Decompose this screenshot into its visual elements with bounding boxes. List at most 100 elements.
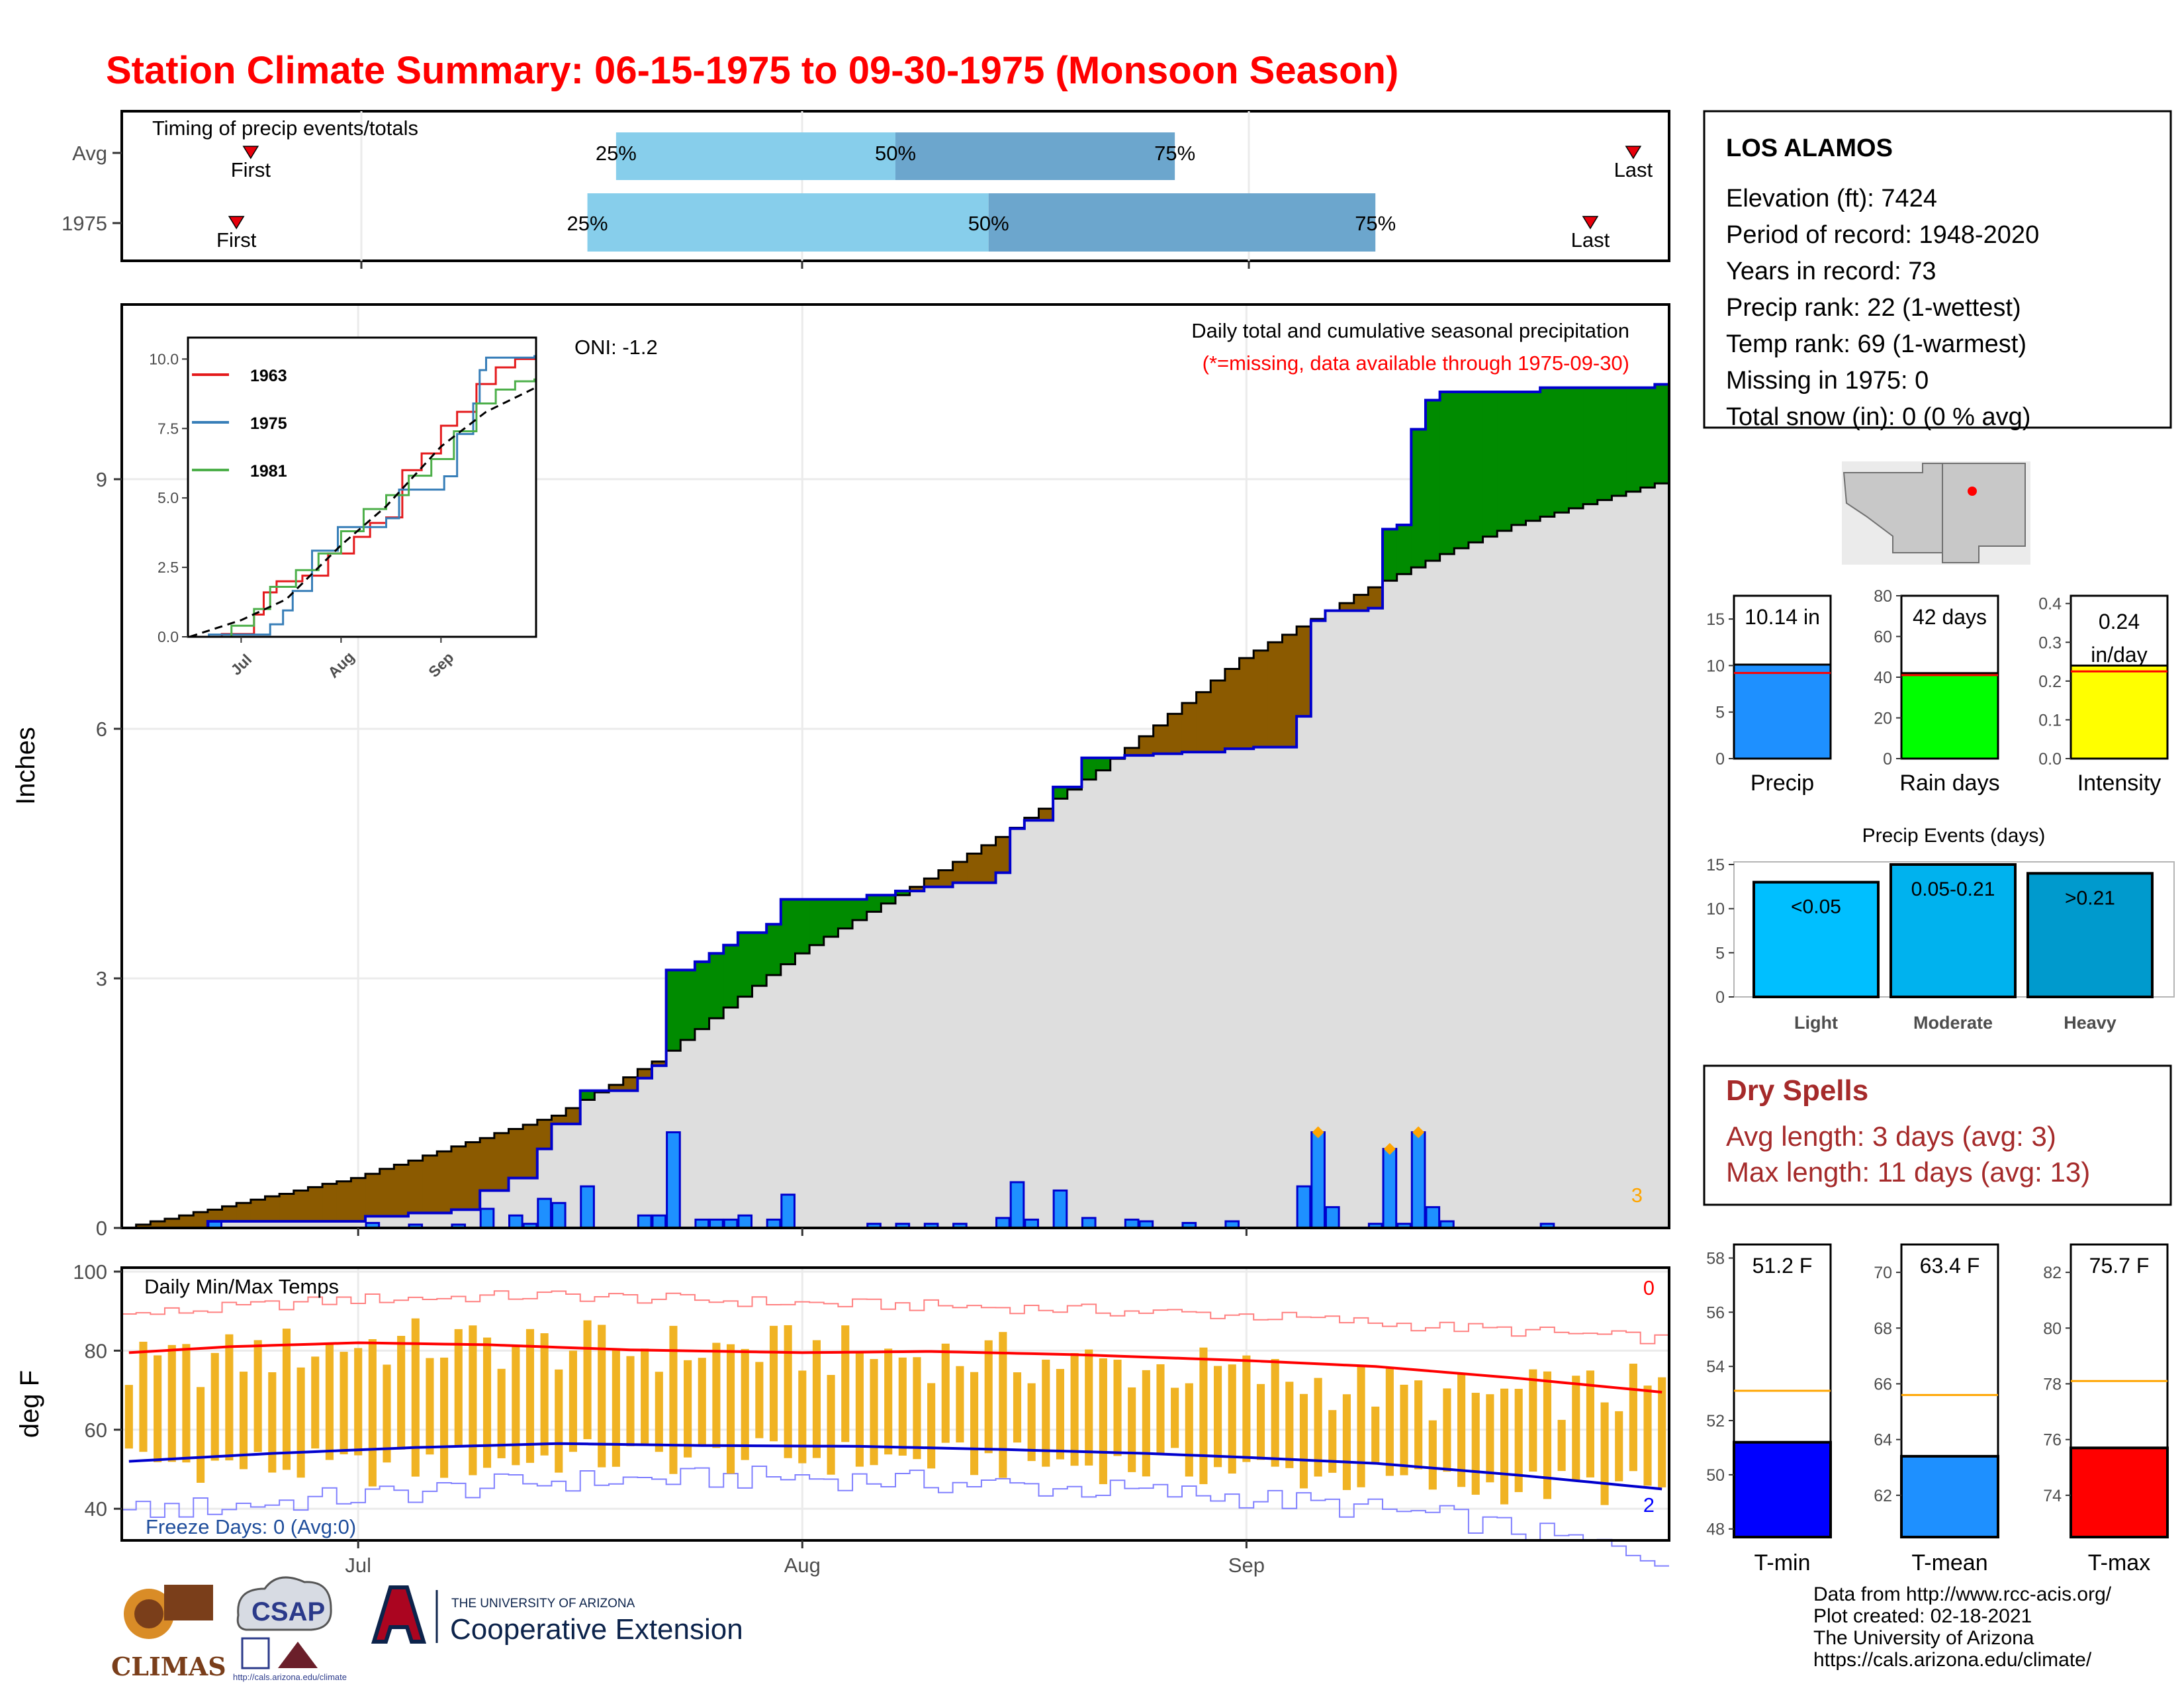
daily-temp-range-bar: [1586, 1370, 1594, 1477]
daily-temp-range-bar: [870, 1359, 878, 1466]
daily-temp-range-bar: [426, 1358, 434, 1455]
daily-temp-range-bar: [1600, 1402, 1609, 1505]
daily-precip-bar: [508, 1214, 523, 1229]
deficit-fill: [981, 845, 997, 883]
surplus-fill: [723, 945, 739, 1008]
deficit-fill: [480, 1138, 495, 1191]
deficit-fill: [1353, 594, 1369, 611]
temp-plot: [122, 1290, 1669, 1567]
summary-ytick-label: 40: [1874, 669, 1892, 687]
daily-temp-range-bar: [970, 1372, 979, 1476]
surplus-fill: [852, 899, 868, 920]
daily-temp-range-bar: [956, 1366, 964, 1443]
precip-y-axis: 0 3 6 9: [96, 468, 1248, 1240]
daily-temp-range-bar: [1171, 1387, 1179, 1448]
deficit-fill: [1282, 634, 1297, 747]
daily-temp-range-bar: [1371, 1406, 1380, 1462]
daily-temp-range-bar: [1099, 1358, 1107, 1485]
summary-ytick-label: 20: [1874, 710, 1892, 728]
temp-panel-frame: [120, 1266, 1670, 1542]
summary-value-label: 42 days: [1913, 605, 1987, 629]
station-location-dot: [1968, 487, 1977, 496]
daily-temp-range-bar: [1658, 1377, 1666, 1487]
daily-temp-range-bar: [1500, 1388, 1509, 1505]
daily-temp-range-bar: [1400, 1384, 1408, 1476]
deficit-fill: [222, 1206, 237, 1221]
station-info-frame: [1703, 110, 2172, 429]
station-line: Total snow (in): 0 (0 % avg): [1726, 403, 2030, 431]
timing-q50-label: 50%: [875, 142, 916, 165]
record-max-line: [122, 1290, 1669, 1344]
temp-summary-bar: [1733, 1440, 1832, 1539]
daily-temp-range-bar: [383, 1364, 391, 1463]
temp-summary-t-min: 48 50 52 54 56 58 51.2 F T-min: [1706, 1243, 1832, 1575]
event-bar: [1752, 880, 1880, 998]
deficit-fill: [250, 1199, 266, 1221]
daily-precip-bar: [580, 1185, 595, 1229]
daily-temp-range-bar: [311, 1356, 320, 1449]
csap-logo-text: CSAP: [251, 1597, 325, 1626]
daily-temp-range-bar: [210, 1352, 219, 1461]
surplus-fill: [1640, 387, 1655, 488]
daily-precip-bar: [1310, 1131, 1326, 1229]
temp-summary-ytick-label: 62: [1874, 1487, 1892, 1505]
surplus-fill: [580, 1090, 595, 1100]
surplus-fill: [1569, 387, 1584, 508]
deficit-fill: [351, 1178, 366, 1221]
inset-plot: [189, 355, 536, 638]
daily-temp-range-bar: [239, 1372, 248, 1470]
locator-map: [1842, 461, 2030, 565]
daily-temp-range-bar: [898, 1357, 907, 1456]
daily-temp-range-bar: [1385, 1368, 1394, 1476]
timing-row-label-avg: Avg: [72, 142, 107, 165]
daily-temp-range-bar: [1342, 1394, 1351, 1490]
temp-summary-category-label: T-mean: [1911, 1550, 1987, 1575]
inset-ytick-label: 10.0: [149, 350, 179, 367]
daily-precip-bar: [537, 1197, 552, 1229]
inset-line-1981: [189, 378, 536, 638]
daily-precip-bar: [995, 1217, 1011, 1229]
temp-ytick-label: 60: [85, 1419, 107, 1442]
temp-panel: 40 60 80 100 Jul Aug Sep Daily Min/Max Temps 0…: [15, 1260, 1670, 1577]
csap-url: http://cals.arizona.edu/climate: [233, 1672, 347, 1682]
precip-plot: [122, 383, 1670, 1229]
daily-temp-range-bar: [698, 1358, 706, 1446]
surplus-fill: [1655, 384, 1670, 484]
station-line: Elevation (ft): 7424: [1726, 185, 1937, 212]
climas-logo-text: CLIMAS: [111, 1652, 226, 1681]
surplus-fill: [1626, 387, 1641, 492]
temp-xtick-label: Sep: [1228, 1554, 1265, 1577]
daily-temp-range-bar: [1199, 1347, 1208, 1485]
daily-temp-range-bar: [354, 1348, 363, 1456]
deficit-fill: [336, 1181, 351, 1221]
deficit-fill: [508, 1129, 523, 1178]
deficit-fill: [995, 837, 1011, 873]
surplus-fill: [709, 953, 724, 1019]
deficit-fill: [164, 1219, 180, 1228]
daily-temp-range-bar: [1013, 1372, 1022, 1443]
record-min-line: [122, 1466, 1669, 1567]
precip-ytick-label: 9: [96, 468, 107, 491]
temp-summary-ytick-label: 78: [2043, 1375, 2062, 1393]
daily-precip-bar: [780, 1194, 796, 1229]
events-ytick-label: 5: [1715, 944, 1725, 962]
daily-temp-range-bar: [1271, 1359, 1279, 1467]
daily-temp-range-bar: [1428, 1420, 1437, 1490]
daily-temp-range-bar: [913, 1357, 921, 1460]
temp-summary-ytick-label: 58: [1706, 1249, 1725, 1268]
surplus-fill: [1396, 525, 1412, 575]
surplus-fill: [780, 899, 796, 964]
daily-precip-bar: [1324, 1206, 1340, 1229]
temp-panel-bg: [122, 1268, 1669, 1540]
surplus-fill: [1597, 387, 1613, 500]
daily-temp-range-bar: [984, 1340, 993, 1454]
daily-temp-range-bar: [1085, 1349, 1093, 1466]
daily-temp-range-bar: [812, 1340, 821, 1458]
surplus-fill: [823, 899, 839, 937]
daily-temp-range-bar: [555, 1369, 563, 1473]
summary-chart-precip: 0 5 10 15 10.14 in Precip: [1706, 594, 1832, 796]
daily-temp-range-bar: [482, 1337, 492, 1468]
precip-caption: Daily total and cumulative seasonal prec…: [1191, 319, 1629, 342]
daily-temp-range-bar: [296, 1367, 305, 1478]
daily-precip-bar: [1081, 1217, 1097, 1229]
